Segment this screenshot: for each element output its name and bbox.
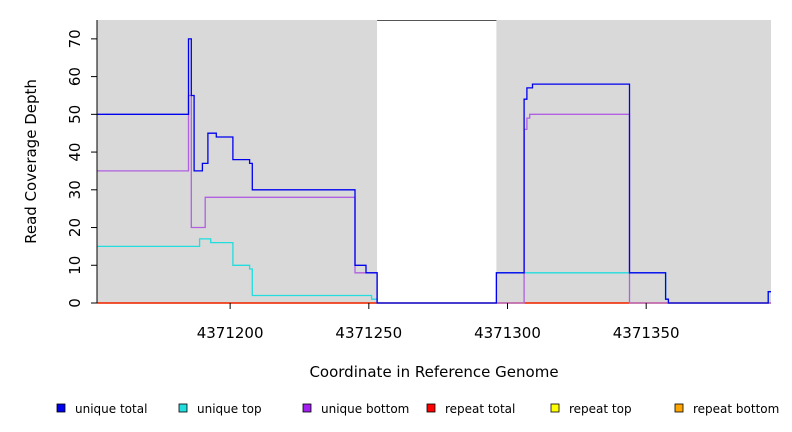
- x-axis-title: Coordinate in Reference Genome: [309, 363, 558, 381]
- legend: unique total unique top unique bottom repea…: [56, 402, 779, 416]
- y-tick-label: 10: [66, 256, 84, 275]
- legend-item-repeat-total: repeat total: [426, 402, 515, 416]
- axes-layer: 0 10 20 30 40 50 60 70 4371200 4371250 4371300 4371…: [66, 20, 680, 342]
- legend-label: unique total: [75, 402, 147, 416]
- x-tick-label: 4371200: [197, 324, 264, 342]
- y-tick-label: 40: [66, 143, 84, 162]
- x-tick-label: 4371250: [335, 324, 402, 342]
- y-tick-label: 30: [66, 180, 84, 199]
- legend-item-unique-bottom: unique bottom: [302, 402, 409, 416]
- plot-background: [97, 20, 771, 303]
- legend-item-repeat-bottom: repeat bottom: [674, 402, 779, 416]
- plot-bg-right: [496, 20, 771, 303]
- y-tick-label: 60: [66, 67, 84, 86]
- legend-swatch: [550, 403, 560, 413]
- series-unique-total: [97, 38, 771, 304]
- y-tick-label: 0: [66, 298, 84, 308]
- legend-swatch: [674, 403, 684, 413]
- y-axis-title: Read Coverage Depth: [22, 79, 40, 244]
- legend-swatch: [302, 403, 312, 413]
- legend-item-unique-total: unique total: [56, 402, 147, 416]
- legend-item-unique-top: unique top: [178, 402, 262, 416]
- y-tick-label: 20: [66, 218, 84, 237]
- x-tick-label: 4371300: [474, 324, 541, 342]
- plot-bg-gap: [377, 20, 497, 303]
- legend-label: repeat top: [569, 402, 632, 416]
- legend-label: unique bottom: [321, 402, 409, 416]
- legend-swatch: [56, 403, 66, 413]
- legend-label: repeat bottom: [693, 402, 779, 416]
- legend-label: unique top: [197, 402, 262, 416]
- y-tick-label: 50: [66, 105, 84, 124]
- x-tick-label: 4371350: [613, 324, 680, 342]
- legend-swatch: [426, 403, 436, 413]
- legend-item-repeat-top: repeat top: [550, 402, 632, 416]
- plot-bg-left: [97, 20, 378, 303]
- y-tick-label: 70: [66, 29, 84, 48]
- series-layer: [97, 38, 771, 304]
- legend-swatch: [178, 403, 188, 413]
- legend-label: repeat total: [445, 402, 515, 416]
